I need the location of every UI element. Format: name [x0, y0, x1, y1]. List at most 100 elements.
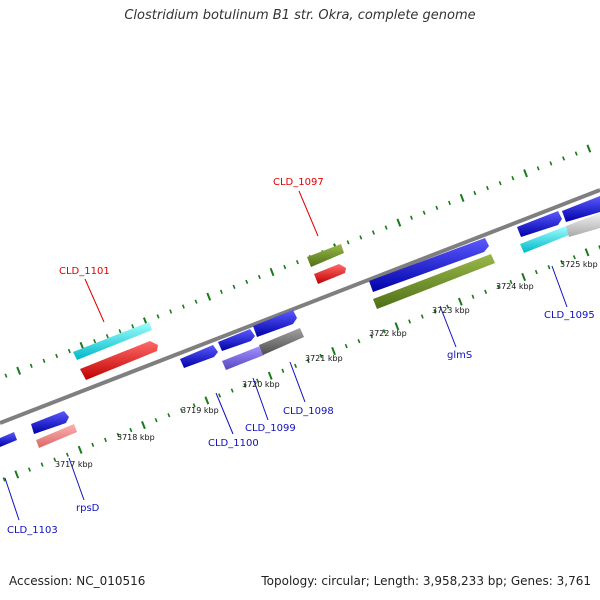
gene-bar-rpsd-arrow[interactable]	[31, 411, 69, 434]
inner-tick-mark	[116, 432, 120, 438]
leader-cld-1095	[551, 265, 568, 308]
tick-label-3721: 3721 kbp	[305, 354, 343, 363]
gene-bar-cld-1095[interactable]	[520, 226, 569, 253]
outer-tick-mark	[586, 144, 592, 153]
inner-tick-mark	[27, 467, 31, 472]
outer-tick-mark	[486, 185, 489, 191]
outer-tick-mark	[511, 176, 515, 181]
outer-tick-mark	[498, 181, 502, 186]
inner-tick-mark	[560, 260, 564, 265]
inner-tick-mark	[180, 408, 183, 413]
inner-tick-mark	[370, 334, 374, 339]
inner-tick-mark	[230, 388, 234, 393]
inner-tick-mark	[408, 319, 412, 324]
gene-bar-rpsd[interactable]	[36, 424, 77, 448]
outer-tick-mark	[473, 190, 477, 196]
outer-tick-mark	[67, 348, 71, 354]
gene-bar-cld-1098[interactable]	[259, 328, 304, 355]
outer-tick-mark	[4, 373, 8, 378]
feature-label-cld-1101[interactable]: CLD_1101	[59, 266, 110, 277]
outer-tick-mark	[181, 304, 185, 309]
tick-label-3720: 3720 kbp	[242, 380, 280, 389]
outer-tick-mark	[448, 200, 451, 206]
inner-tick-mark	[204, 396, 210, 405]
inner-tick-mark	[521, 272, 527, 282]
inner-tick-mark	[547, 265, 551, 270]
gene-bar-cld-1095-arrow[interactable]	[517, 211, 562, 237]
tick-label-3724: 3724 kbp	[496, 282, 534, 291]
tick-label-3719: 3719 kbp	[181, 406, 219, 415]
feature-label-cld-1099[interactable]: CLD_1099	[245, 423, 296, 434]
inner-tick-mark	[471, 294, 475, 299]
outer-tick-mark	[16, 366, 22, 375]
outer-tick-mark	[29, 363, 33, 368]
inner-tick-mark	[496, 284, 500, 290]
feature-label-cld-1098[interactable]: CLD_1098	[283, 406, 334, 417]
inner-tick-mark	[77, 445, 83, 454]
inner-tick-mark	[306, 358, 310, 364]
inner-tick-mark	[129, 427, 133, 433]
inner-tick-mark	[154, 417, 158, 423]
gene-bar-cld-1097-red[interactable]	[314, 264, 346, 284]
gene-bar-glms[interactable]	[373, 254, 495, 309]
leader-glms	[439, 305, 457, 348]
feature-label-cld-1100[interactable]: CLD_1100	[208, 438, 259, 449]
inner-tick-mark	[104, 437, 107, 443]
outer-tick-mark	[459, 193, 465, 203]
leader-cld-1097	[298, 190, 319, 237]
feature-label-cld-1103[interactable]: CLD_1103	[7, 525, 58, 536]
inner-tick-mark	[572, 255, 576, 260]
inner-tick-mark	[484, 289, 488, 294]
outer-tick-mark	[156, 314, 160, 319]
tick-label-3723: 3723 kbp	[432, 306, 470, 315]
feature-label-cld-1095[interactable]: CLD_1095	[544, 310, 595, 321]
gene-bar-right-arrow[interactable]	[562, 196, 600, 222]
outer-tick-mark	[562, 156, 566, 161]
outer-tick-mark	[346, 240, 350, 245]
inner-tick-mark	[294, 363, 298, 369]
gene-bar-cld-1101-red[interactable]	[80, 341, 158, 380]
gene-bar-cld-1103[interactable]	[0, 432, 17, 447]
inner-tick-mark	[2, 477, 6, 482]
outer-tick-mark	[219, 289, 223, 294]
gene-bar-cld-1098-arrow[interactable]	[253, 310, 297, 337]
feature-label-glms[interactable]: glmS	[447, 350, 472, 361]
outer-tick-mark	[371, 230, 375, 235]
gene-bar-cld-1099[interactable]	[222, 346, 264, 370]
accession-text: Accession: NC_010516	[9, 574, 146, 588]
feature-label-rpsd[interactable]: rpsD	[76, 503, 100, 514]
gene-bar-cld-1100[interactable]	[180, 345, 218, 368]
inner-tick-mark	[14, 470, 20, 479]
inner-tick-mark	[141, 421, 146, 430]
inner-tick-mark	[91, 442, 95, 447]
gene-bar-cld-1099-arrow[interactable]	[218, 329, 255, 351]
outer-tick-mark	[206, 292, 212, 301]
gene-bar-right-light[interactable]	[566, 213, 600, 237]
gene-bar-cld-1097-olive[interactable]	[307, 244, 344, 267]
inner-tick-mark	[243, 383, 247, 388]
genome-backbone	[0, 188, 600, 425]
outer-tick-mark	[105, 333, 109, 339]
tick-label-3718: 3718 kbp	[117, 433, 155, 442]
inner-tick-mark	[40, 462, 44, 467]
outer-tick-mark	[131, 324, 135, 329]
leader-cld-1100	[215, 392, 234, 435]
inner-tick-mark	[584, 248, 590, 257]
outer-tick-mark	[283, 264, 287, 270]
gene-bar-glms-arrow[interactable]	[369, 238, 489, 292]
outer-tick-mark	[55, 353, 59, 359]
inner-tick-mark	[267, 371, 273, 380]
gene-bar-cld-1101-cyan[interactable]	[73, 322, 152, 360]
inner-tick-mark	[192, 403, 196, 408]
inner-tick-mark	[457, 297, 463, 306]
leader-rpsd	[68, 457, 85, 501]
outer-tick-mark	[194, 299, 198, 304]
inner-tick-mark	[446, 304, 450, 309]
outer-tick-mark	[574, 151, 578, 156]
inner-tick-mark	[382, 329, 386, 334]
outer-tick-mark	[269, 267, 275, 277]
feature-label-cld-1097[interactable]: CLD_1097	[273, 177, 324, 188]
inner-tick-mark	[167, 413, 171, 418]
inner-tick-mark	[218, 393, 222, 398]
